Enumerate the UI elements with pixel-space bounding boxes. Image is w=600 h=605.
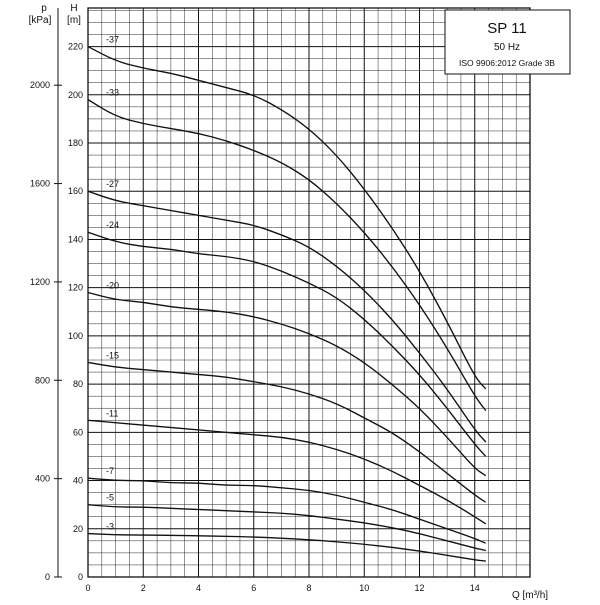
y-tick-label-m: 60	[73, 427, 83, 437]
y-tick-label-kpa: 2000	[30, 80, 50, 90]
pump-curve-20	[87, 291, 487, 477]
y-axis-label-h: H	[70, 3, 77, 14]
x-tick-label: 12	[414, 583, 424, 593]
y-tick-label-kpa: 1600	[30, 179, 50, 189]
y-tick-label-m: 220	[68, 42, 83, 52]
pump-curve-15	[87, 361, 487, 503]
y-axis-unit-m: [m]	[67, 15, 81, 26]
y-tick-label-m: 160	[68, 186, 83, 196]
x-tick-label: 6	[251, 583, 256, 593]
x-tick-label: 4	[196, 583, 201, 593]
curve-label-15: -15	[106, 350, 119, 360]
pump-curve-33	[87, 99, 487, 412]
x-tick-label: 2	[141, 583, 146, 593]
y-tick-label-m: 100	[68, 331, 83, 341]
y-tick-label-kpa: 400	[35, 474, 50, 484]
axes: p [kPa] H [m] Q [m³/h]	[29, 3, 549, 601]
chart-subtitle: 50 Hz	[494, 42, 520, 53]
tick-labels: 0 2 4 6 8 10 12 1402040608010012014016018020022…	[30, 8, 480, 593]
y-tick-label-m: 120	[68, 283, 83, 293]
curve-label-33: -33	[106, 88, 119, 98]
pump-curve-3	[87, 532, 486, 562]
y-tick-label-m: 180	[68, 138, 83, 148]
y-tick-label-kpa: 1200	[30, 277, 50, 287]
y-tick-label-m: 0	[78, 572, 83, 582]
chart-standard: ISO 9906:2012 Grade 3B	[459, 58, 555, 68]
curve-label-3: -3	[106, 522, 114, 532]
y-tick-label-m: 40	[73, 476, 83, 486]
curve-label-24: -24	[106, 220, 119, 230]
y-tick-label-m: 80	[73, 379, 83, 389]
curve-label-7: -7	[106, 466, 114, 476]
curve-label-5: -5	[106, 493, 114, 503]
chart-title: SP 11	[487, 20, 526, 37]
curve-label-11: -11	[106, 408, 118, 418]
pump-curve-5	[87, 503, 487, 552]
y-tick-label-m: 140	[68, 234, 83, 244]
x-tick-label: 14	[470, 583, 480, 593]
y-tick-label-kpa: 800	[35, 375, 50, 385]
pump-curves	[87, 45, 487, 562]
title-box-frame	[444, 9, 571, 75]
y-tick-label-m: 200	[68, 90, 83, 100]
grid	[88, 8, 530, 577]
x-axis-label: Q [m³/h]	[512, 590, 548, 600]
pump-curve-37	[87, 45, 487, 390]
y-tick-label-kpa: 0	[45, 572, 50, 582]
curve-labels: -37 -33 -27 -24 -20 -15 -11 -7 -5 -3	[106, 35, 119, 532]
x-tick-label: 0	[85, 583, 90, 593]
x-tick-label: 8	[306, 583, 311, 593]
y-axis-unit-kpa: [kPa]	[29, 15, 52, 26]
pump-curve-24	[87, 231, 487, 457]
pump-curve-27	[87, 190, 487, 443]
curve-label-20: -20	[106, 281, 119, 291]
chart-title-box: SP 11 50 Hz ISO 9906:2012 Grade 3B	[444, 9, 571, 75]
x-tick-label: 10	[359, 583, 369, 593]
pump-curve-11	[87, 419, 487, 525]
pump-curve-7	[87, 477, 487, 544]
y-axis-label-p: p	[41, 3, 47, 14]
curve-label-37: -37	[106, 35, 119, 45]
curve-label-27: -27	[106, 179, 119, 189]
y-tick-label-m: 20	[73, 524, 83, 534]
